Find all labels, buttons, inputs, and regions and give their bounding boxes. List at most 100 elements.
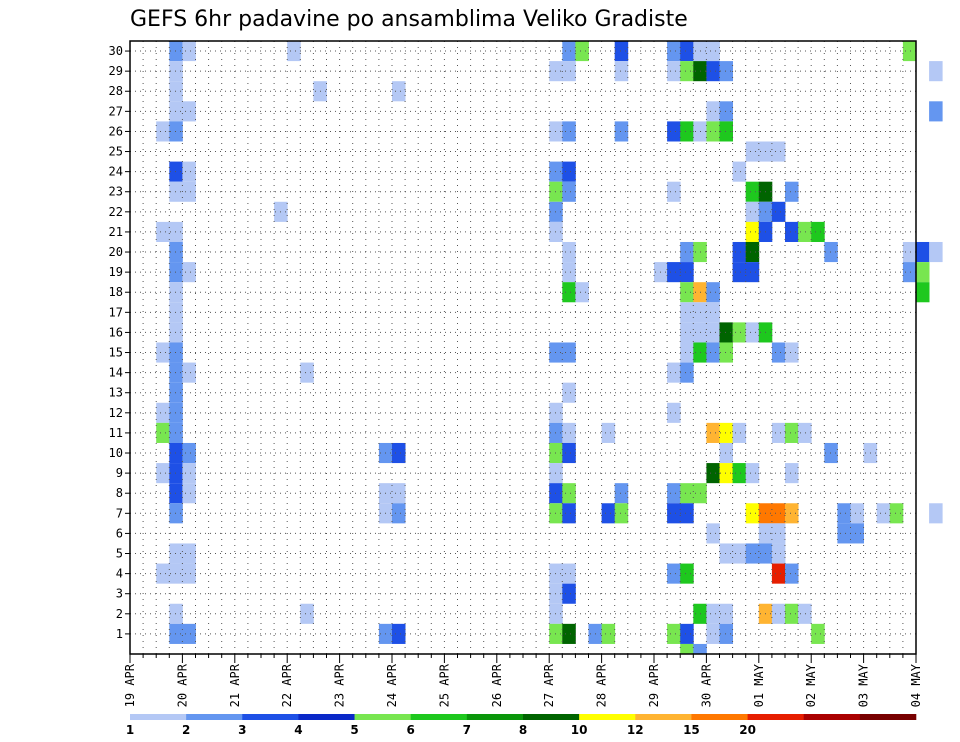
colorbar-label: 1 — [126, 723, 134, 737]
heatmap-cell — [156, 121, 170, 142]
heatmap-cell — [667, 41, 681, 62]
heatmap-cell — [706, 282, 720, 303]
heatmap-cell — [745, 262, 760, 283]
heatmap-cell — [667, 181, 681, 202]
x-tick-label: 28 APR — [595, 663, 609, 707]
heatmap-cell — [719, 61, 733, 82]
heatmap-cell — [169, 623, 183, 644]
x-tick-label: 23 APR — [333, 663, 347, 707]
heatmap-cell — [156, 342, 170, 363]
heatmap-cell — [156, 563, 170, 584]
colorbar-segment — [747, 714, 805, 720]
x-tick-label: 22 APR — [280, 663, 294, 707]
heatmap-cell — [706, 342, 720, 363]
heatmap-cell — [771, 543, 786, 564]
heatmap-cell — [680, 302, 694, 323]
heatmap-cell — [667, 483, 681, 504]
heatmap-cell — [169, 61, 183, 82]
heatmap-cell — [693, 643, 707, 654]
y-tick-label: 27 — [109, 104, 123, 118]
heatmap-cell — [745, 463, 760, 484]
heatmap-cell — [680, 503, 694, 524]
heatmap-cell — [745, 181, 760, 202]
heatmap-cell — [706, 422, 720, 443]
y-tick-label: 5 — [116, 547, 123, 561]
heatmap-cell — [785, 422, 799, 443]
heatmap-cell — [916, 282, 930, 303]
x-tick-label: 20 APR — [175, 663, 189, 707]
heatmap-cell — [824, 442, 838, 464]
heatmap-cell — [169, 81, 183, 102]
y-tick-label: 2 — [116, 607, 123, 621]
heatmap-cell — [169, 362, 183, 383]
heatmap-cell — [745, 141, 760, 162]
heatmap-cell — [562, 623, 576, 644]
heatmap-cell — [745, 241, 760, 263]
y-tick-label: 18 — [109, 285, 123, 299]
heatmap-cell — [745, 201, 760, 222]
y-tick-label: 20 — [109, 245, 123, 259]
heatmap-cell — [771, 563, 786, 584]
heatmap-cell — [719, 603, 733, 624]
heatmap-cell — [667, 362, 681, 383]
heatmap-cell — [798, 221, 812, 242]
heatmap-cell — [562, 41, 576, 62]
heatmap-cell — [929, 61, 943, 82]
y-tick-label: 6 — [116, 526, 123, 540]
y-tick-label: 26 — [109, 124, 123, 138]
x-axis: 19 APR 20 APR 21 APR 22 APR 23 APR 24 APR 25 A… — [123, 654, 923, 707]
heatmap-cell — [562, 61, 576, 82]
heatmap-cell — [169, 241, 183, 263]
heatmap-cell — [601, 422, 616, 443]
heatmap-cell — [719, 543, 733, 564]
heatmap-cell — [837, 523, 851, 544]
heatmap-cell — [182, 181, 196, 202]
colorbar-segment — [298, 714, 355, 720]
heatmap-cell — [785, 342, 799, 363]
heatmap-cell — [771, 141, 786, 162]
x-tick-label: 30 APR — [699, 663, 713, 707]
heatmap-cell — [732, 543, 747, 564]
y-tick-label: 13 — [109, 386, 123, 400]
y-tick-label: 11 — [109, 426, 123, 440]
heatmap-cell — [706, 603, 720, 624]
heatmap-cell — [169, 603, 183, 624]
heatmap-cell — [562, 583, 576, 604]
heatmap-cell — [706, 61, 720, 82]
x-tick-label: 26 APR — [490, 663, 504, 707]
heatmap-cell — [680, 623, 694, 644]
heatmap-cell — [719, 101, 733, 122]
y-tick-label: 28 — [109, 84, 123, 98]
heatmap-cell — [392, 483, 406, 504]
heatmap-cell — [182, 442, 196, 464]
heatmap-cell — [902, 241, 917, 263]
heatmap-cell — [182, 362, 196, 383]
heatmap-cell — [169, 101, 183, 122]
heatmap-cell — [902, 41, 917, 62]
y-tick-label: 14 — [109, 366, 123, 380]
colorbar-segment — [242, 714, 299, 720]
colorbar-label: 20 — [739, 723, 756, 737]
heatmap-cell — [680, 342, 694, 363]
heatmap-cell — [169, 442, 183, 464]
heatmap-cell — [562, 422, 576, 443]
heatmap-cell — [169, 221, 183, 242]
y-tick-label: 29 — [109, 64, 123, 78]
heatmap-cell — [719, 342, 733, 363]
heatmap-cell — [601, 503, 616, 524]
heatmap-cell — [562, 382, 576, 403]
y-tick-label: 1 — [116, 627, 123, 641]
heatmap-cell — [182, 101, 196, 122]
colorbar-segment — [130, 714, 187, 720]
heatmap-cell — [680, 121, 694, 142]
y-tick-label: 21 — [109, 225, 123, 239]
y-tick-label: 8 — [116, 486, 123, 500]
y-tick-label: 24 — [109, 165, 123, 179]
heatmap-cell — [169, 402, 183, 423]
y-tick-label: 30 — [109, 44, 123, 58]
x-tick-label: 01 MAY — [752, 663, 766, 707]
colorbar-segment — [523, 714, 580, 720]
heatmap-cell — [719, 422, 733, 443]
y-tick-label: 17 — [109, 305, 123, 319]
